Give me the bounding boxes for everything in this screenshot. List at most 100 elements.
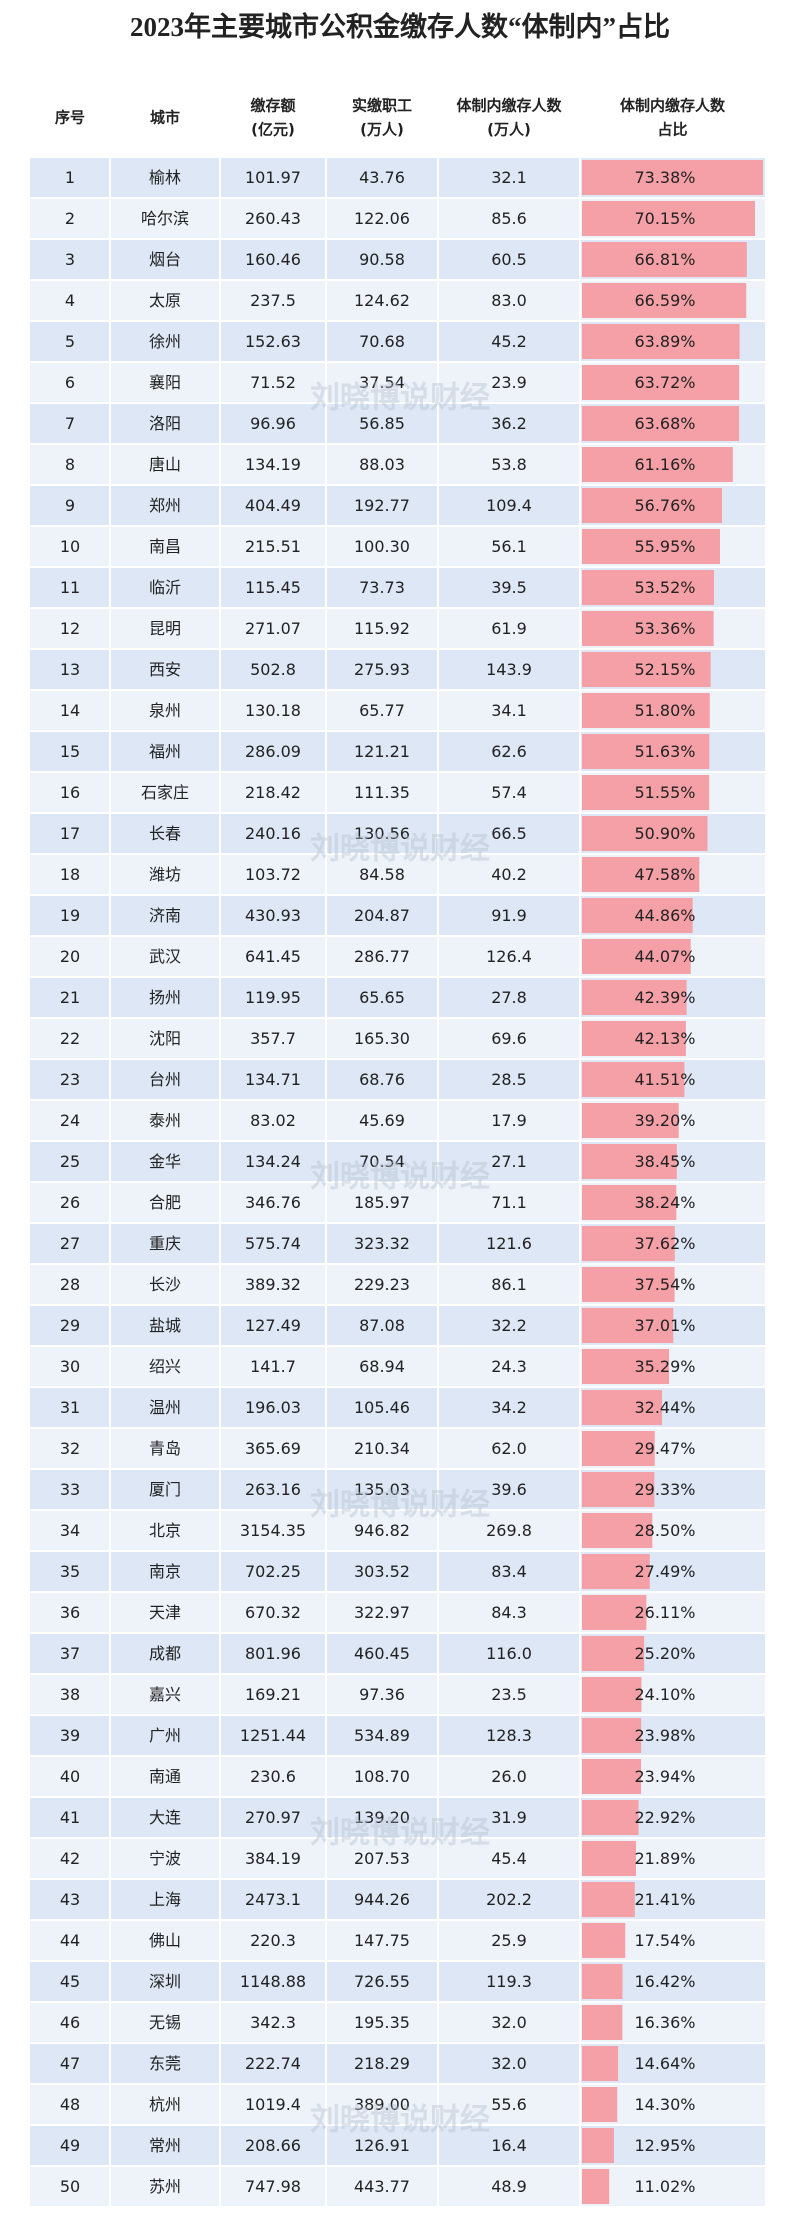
row-bg <box>30 1101 580 1140</box>
share-bar <box>582 406 740 441</box>
cell: 徐州 <box>149 332 181 351</box>
share-label: 51.63% <box>634 742 695 761</box>
cell: 大连 <box>149 1808 181 1827</box>
share-bar <box>582 201 756 236</box>
row-bg <box>30 1060 580 1099</box>
cell: 深圳 <box>149 1972 181 1991</box>
header-cell: (万人) <box>360 121 404 139</box>
cell: 101.97 <box>245 168 301 187</box>
cell: 4 <box>65 291 75 310</box>
cell: 260.43 <box>245 209 301 228</box>
cell: 502.8 <box>250 660 296 679</box>
cell: 119.3 <box>486 1972 532 1991</box>
cell: 28.5 <box>491 1070 527 1089</box>
cell: 40.2 <box>491 865 527 884</box>
row-bg <box>30 1019 580 1058</box>
cell: 61.9 <box>491 619 527 638</box>
cell: 45.4 <box>491 1849 527 1868</box>
cell: 西安 <box>149 660 181 679</box>
cell: 石家庄 <box>141 783 189 802</box>
cell: 10 <box>60 537 80 556</box>
cell: 229.23 <box>354 1275 410 1294</box>
cell: 575.74 <box>245 1234 301 1253</box>
cell: 广州 <box>149 1726 181 1745</box>
cell: 111.35 <box>354 783 410 802</box>
cell: 62.6 <box>491 742 527 761</box>
cell: 32.0 <box>491 2054 527 2073</box>
cell: 134.19 <box>245 455 301 474</box>
cell: 临沂 <box>149 578 181 597</box>
share-label: 63.68% <box>634 414 695 433</box>
cell: 36.2 <box>491 414 527 433</box>
share-bar <box>582 1513 653 1548</box>
cell: 139.20 <box>354 1808 410 1827</box>
cell: 福州 <box>149 742 181 761</box>
cell: 222.74 <box>245 2054 301 2073</box>
cell: 202.2 <box>486 1890 532 1909</box>
cell: 天津 <box>149 1603 181 1622</box>
cell: 18 <box>60 865 80 884</box>
share-bar <box>582 1308 674 1343</box>
cell: 57.4 <box>491 783 527 802</box>
cell: 唐山 <box>149 455 181 474</box>
row-bg <box>30 1839 580 1878</box>
cell: 801.96 <box>245 1644 301 1663</box>
row-bg <box>30 814 580 853</box>
cell: 16.4 <box>491 2136 527 2155</box>
cell: 1251.44 <box>240 1726 306 1745</box>
share-label: 23.98% <box>634 1726 695 1745</box>
cell: 128.3 <box>486 1726 532 1745</box>
share-bar <box>582 2128 614 2163</box>
share-label: 50.90% <box>634 824 695 843</box>
share-label: 42.13% <box>634 1029 695 1048</box>
cell: 17.9 <box>491 1111 527 1130</box>
share-label: 23.94% <box>634 1767 695 1786</box>
cell: 286.09 <box>245 742 301 761</box>
share-label: 38.45% <box>634 1152 695 1171</box>
cell: 佛山 <box>149 1931 181 1950</box>
cell: 43 <box>60 1890 80 1909</box>
share-label: 39.20% <box>634 1111 695 1130</box>
cell: 泰州 <box>149 1111 181 1130</box>
cell: 134.24 <box>245 1152 301 1171</box>
share-bar <box>582 1431 655 1466</box>
cell: 130.18 <box>245 701 301 720</box>
row-bg <box>30 2085 580 2124</box>
cell: 成都 <box>149 1644 181 1663</box>
cell: 32.0 <box>491 2013 527 2032</box>
share-bar <box>582 1923 626 1958</box>
cell: 726.55 <box>354 1972 410 1991</box>
cell: 38 <box>60 1685 80 1704</box>
row-bg <box>30 691 580 730</box>
cell: 670.32 <box>245 1603 301 1622</box>
cell: 65.65 <box>359 988 405 1007</box>
cell: 121.21 <box>354 742 410 761</box>
row-bg <box>30 527 580 566</box>
row-bg <box>30 2167 580 2206</box>
cell: 盐城 <box>149 1316 181 1335</box>
share-bar <box>582 1882 635 1917</box>
cell: 2473.1 <box>245 1890 301 1909</box>
row-bg <box>30 322 580 361</box>
row-bg <box>30 158 580 197</box>
cell: 武汉 <box>149 947 181 966</box>
cell: 207.53 <box>354 1849 410 1868</box>
cell: 90.58 <box>359 250 405 269</box>
share-bar <box>582 488 723 523</box>
share-bar <box>582 1103 679 1138</box>
cell: 杭州 <box>149 2095 181 2114</box>
cell: 56.1 <box>491 537 527 556</box>
cell: 1148.88 <box>240 1972 306 1991</box>
share-cell-bg <box>580 2167 765 2206</box>
cell: 322.97 <box>354 1603 410 1622</box>
cell: 11 <box>60 578 80 597</box>
cell: 济南 <box>149 906 181 925</box>
cell: 126.4 <box>486 947 532 966</box>
share-bar <box>582 2046 619 2081</box>
cell: 39 <box>60 1726 80 1745</box>
share-label: 56.76% <box>634 496 695 515</box>
cell: 32.2 <box>491 1316 527 1335</box>
share-label: 37.62% <box>634 1234 695 1253</box>
cell: 165.30 <box>354 1029 410 1048</box>
cell: 45.69 <box>359 1111 405 1130</box>
